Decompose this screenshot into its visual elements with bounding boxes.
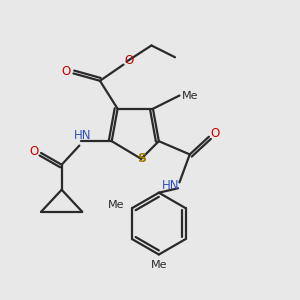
- Text: Me: Me: [108, 200, 124, 210]
- Text: O: O: [125, 54, 134, 67]
- Text: Me: Me: [182, 91, 198, 100]
- Text: S: S: [137, 152, 146, 165]
- Text: O: O: [210, 127, 219, 140]
- Text: HN: HN: [74, 129, 91, 142]
- Text: HN: HN: [162, 179, 179, 192]
- Text: Me: Me: [151, 260, 167, 270]
- Text: O: O: [61, 65, 71, 79]
- Text: O: O: [29, 145, 38, 158]
